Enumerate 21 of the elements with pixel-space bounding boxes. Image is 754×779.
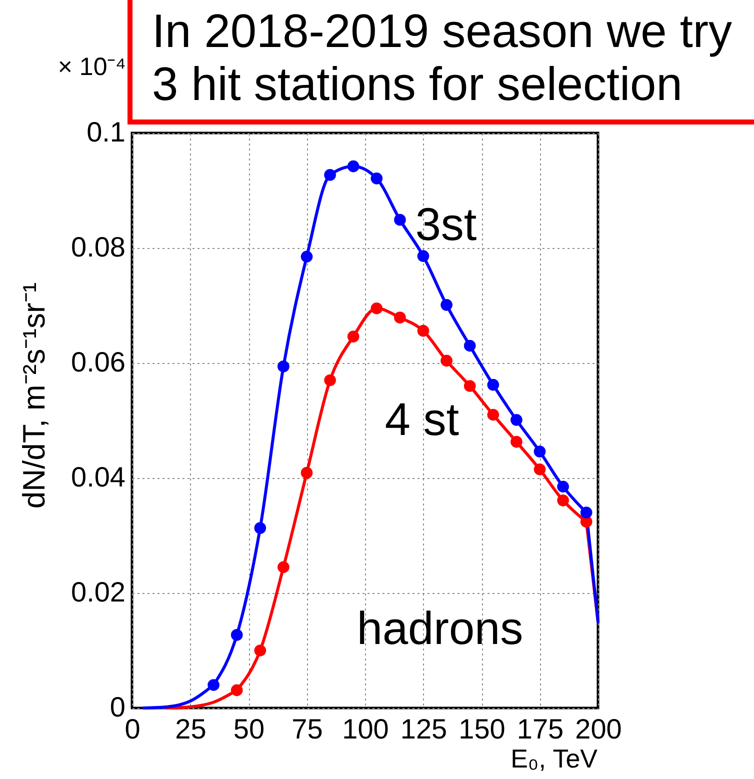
text: × 10⁻⁴ [58, 53, 126, 81]
x-tick-label: 50 [233, 714, 265, 744]
x-tick-label: 175 [516, 714, 564, 744]
x-tick-label: 100 [342, 714, 389, 744]
y-tick-label: 0.04 [71, 462, 126, 492]
x-tick-label: 150 [458, 714, 506, 744]
y-axis-title: dN/dT, m⁻²s⁻¹sr⁻¹ [16, 282, 52, 509]
x-tick-label: 125 [400, 714, 448, 744]
annotation: hadrons [356, 602, 524, 654]
y-tick-label: 0.08 [71, 232, 126, 262]
x-tick-label: 200 [575, 714, 622, 744]
y-tick-label: 0.06 [71, 346, 126, 378]
y-tick-label: 0 [110, 692, 126, 722]
series-label: 4 st [384, 393, 460, 445]
x-tick-label: 25 [175, 714, 206, 744]
x-tick-label: 75 [292, 714, 323, 744]
y-tick-label: 0.02 [71, 576, 126, 608]
chart-title: In 2018-2019 season we try 3 hit stations for selection [152, 4, 733, 110]
x-axis-title: E₀, TeV [510, 744, 598, 774]
y-tick-label: 0.1 [86, 116, 126, 148]
series-label: 3st [415, 198, 477, 250]
